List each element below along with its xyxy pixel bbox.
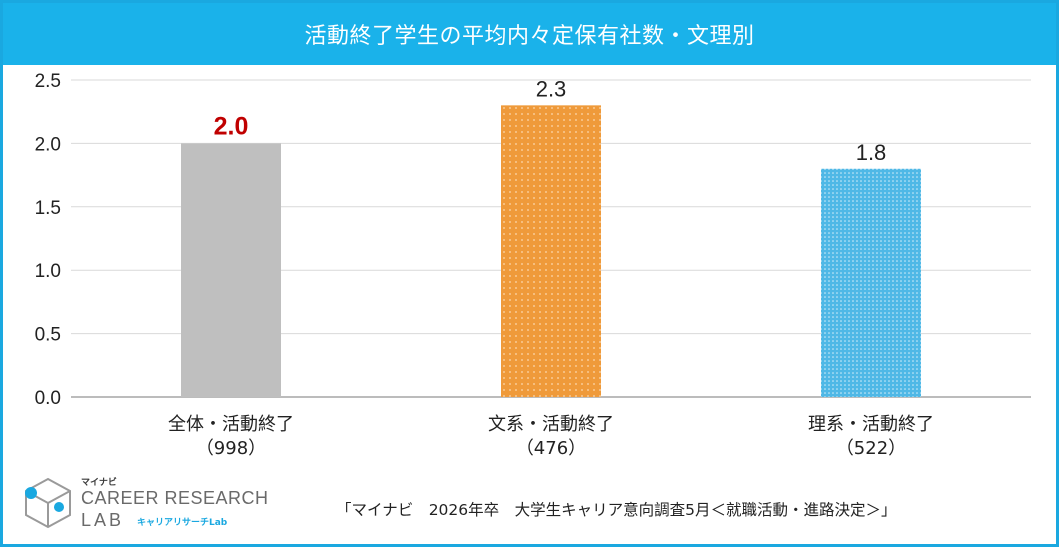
- chart-title: 活動終了学生の平均内々定保有社数・文理別: [3, 3, 1056, 65]
- y-tick-label: 0.5: [35, 325, 61, 346]
- bar-value-label: 2.3: [536, 76, 567, 101]
- x-category-sample-size: （522）: [836, 438, 906, 459]
- bar-value-label: 1.8: [856, 140, 887, 165]
- bar-value-label: 2.0: [214, 112, 249, 140]
- bar: [181, 143, 281, 397]
- y-tick-label: 1.5: [35, 198, 61, 219]
- source-note: 「マイナビ 2026年卒 大学生キャリア意向調査5月＜就職活動・進路決定＞」: [336, 501, 897, 519]
- x-category-sample-size: （998）: [196, 438, 266, 459]
- bar: [821, 168, 921, 397]
- y-tick-label: 2.5: [35, 71, 61, 92]
- bar-chart: 0.0 0.5 1.0 1.5 2.0 2.5 2.0 全体・活動終了 （998） 2.3 文系・…: [35, 71, 1031, 459]
- logo-katakana: マイナビ: [81, 478, 117, 488]
- x-category-label: 文系・活動終了: [488, 414, 614, 435]
- career-research-lab-logo: マイナビ CAREER RESEARCH LAB キャリアリサーチLab: [19, 467, 269, 537]
- logo-sub: キャリアリサーチLab: [137, 518, 228, 528]
- logo-line1: CAREER RESEARCH: [81, 488, 269, 508]
- y-tick-label: 0.0: [35, 388, 61, 409]
- x-category-label: 理系・活動終了: [808, 414, 934, 435]
- y-tick-label: 1.0: [35, 261, 61, 282]
- bar: [501, 105, 601, 398]
- logo-line2: LAB: [81, 510, 125, 530]
- logo-cube-icon: [25, 477, 71, 529]
- y-tick-label: 2.0: [35, 134, 61, 155]
- x-category-sample-size: （476）: [516, 438, 586, 459]
- x-category-label: 全体・活動終了: [168, 414, 294, 435]
